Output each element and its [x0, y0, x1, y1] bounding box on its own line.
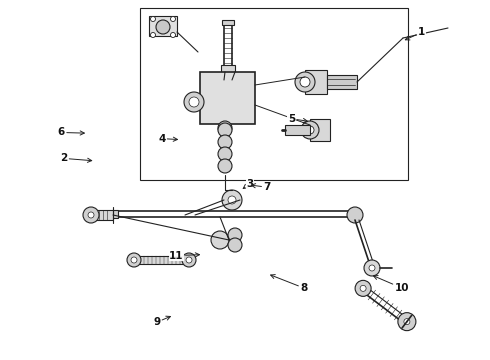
Text: 6: 6 — [58, 127, 84, 138]
Text: 9: 9 — [153, 316, 171, 327]
Bar — [222, 20, 234, 25]
Circle shape — [184, 92, 204, 112]
Circle shape — [360, 285, 366, 291]
Circle shape — [218, 135, 232, 149]
Text: 11: 11 — [169, 251, 199, 261]
Bar — [327, 75, 357, 89]
Text: 4: 4 — [158, 134, 177, 144]
Circle shape — [171, 32, 175, 37]
Circle shape — [150, 17, 155, 22]
Circle shape — [364, 260, 380, 276]
Circle shape — [300, 77, 310, 87]
Circle shape — [127, 253, 141, 267]
Text: 10: 10 — [373, 275, 409, 293]
Text: 2: 2 — [60, 153, 92, 163]
Text: 8: 8 — [270, 275, 307, 293]
Circle shape — [218, 121, 232, 135]
Bar — [221, 65, 235, 75]
Circle shape — [218, 147, 232, 161]
Circle shape — [150, 32, 155, 37]
Circle shape — [295, 72, 315, 92]
Bar — [200, 72, 255, 124]
Circle shape — [218, 159, 232, 173]
Bar — [93, 210, 113, 220]
Circle shape — [228, 238, 242, 252]
Circle shape — [189, 97, 199, 107]
Circle shape — [131, 257, 137, 263]
Circle shape — [369, 265, 375, 271]
Circle shape — [83, 207, 99, 223]
Text: 5: 5 — [288, 114, 307, 124]
Bar — [112, 210, 118, 218]
Circle shape — [347, 207, 363, 223]
Bar — [137, 256, 187, 264]
Circle shape — [398, 312, 416, 330]
Circle shape — [88, 212, 94, 218]
Bar — [352, 210, 358, 218]
Circle shape — [306, 126, 314, 134]
Text: 7: 7 — [251, 182, 271, 192]
Circle shape — [186, 257, 192, 263]
Text: 1: 1 — [405, 27, 425, 40]
Circle shape — [182, 253, 196, 267]
Circle shape — [355, 280, 371, 296]
Bar — [305, 70, 327, 94]
Circle shape — [156, 20, 170, 34]
Circle shape — [222, 190, 242, 210]
Bar — [310, 119, 330, 141]
Circle shape — [228, 196, 236, 204]
Circle shape — [301, 121, 319, 139]
Circle shape — [211, 231, 229, 249]
Bar — [149, 16, 177, 36]
Text: 3: 3 — [243, 179, 253, 189]
Circle shape — [228, 228, 242, 242]
Bar — [285, 125, 310, 135]
Circle shape — [171, 17, 175, 22]
Bar — [140, 8, 408, 180]
Circle shape — [218, 123, 232, 137]
Circle shape — [404, 319, 410, 325]
